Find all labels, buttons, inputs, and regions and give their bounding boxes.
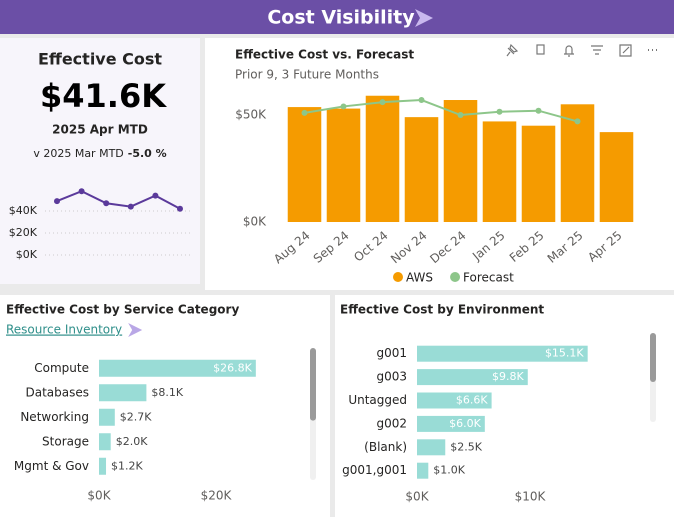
x-tick-label: $0K <box>405 490 429 504</box>
category-label: g001 <box>376 346 407 360</box>
header-title: Cost Visibility <box>267 7 415 29</box>
copy-icon[interactable] <box>536 44 545 55</box>
category-label: Mgmt & Gov <box>14 459 89 473</box>
forecast-panel <box>205 38 674 290</box>
value-label: $8.1K <box>151 386 183 399</box>
bar <box>417 345 588 362</box>
bar <box>326 108 361 222</box>
forecast-point <box>418 97 425 104</box>
bar <box>99 433 111 451</box>
y-tick-label: $50K <box>235 108 267 122</box>
bar <box>417 415 485 432</box>
forecast-point <box>379 99 386 106</box>
forecast-point <box>301 109 308 116</box>
bar <box>99 359 256 377</box>
bar <box>417 369 528 386</box>
value-label: $26.8K <box>213 361 252 374</box>
scrollbar-thumb[interactable] <box>310 348 316 421</box>
forecast-point <box>496 108 503 115</box>
bar <box>417 439 446 456</box>
bar <box>443 100 478 222</box>
forecast-point <box>457 112 464 118</box>
y-tick-label: $0K <box>243 215 267 229</box>
sparkline-point <box>78 188 85 195</box>
bar <box>482 121 517 222</box>
kpi-value: $41.6K <box>40 77 167 115</box>
category-label: Compute <box>34 361 89 375</box>
y-tick-label: $20K <box>9 226 38 239</box>
category-label: Databases <box>25 385 89 399</box>
bar <box>99 384 147 402</box>
bar <box>287 107 322 222</box>
value-label: $9.8K <box>492 370 524 383</box>
chart-title: Effective Cost by Service Category <box>6 303 239 317</box>
link-icon <box>128 323 143 337</box>
kpi-title: Effective Cost <box>38 50 162 69</box>
focus-icon[interactable] <box>619 44 632 57</box>
sparkline-point <box>127 203 134 210</box>
bar <box>404 117 439 222</box>
value-label: $1.0K <box>433 464 465 477</box>
y-tick-label: $0K <box>16 248 38 261</box>
scrollbar-thumb[interactable] <box>650 333 656 382</box>
sparkline-point <box>152 192 159 199</box>
header-icon <box>415 9 433 27</box>
sparkline-point <box>177 205 183 212</box>
kpi-panel <box>0 38 200 284</box>
filter-icon[interactable] <box>591 45 603 55</box>
category-label: Untagged <box>348 393 407 407</box>
link[interactable]: Resource Inventory <box>6 323 122 337</box>
category-label: (Blank) <box>364 440 407 454</box>
y-tick-label: $40K <box>9 204 38 217</box>
bar <box>417 462 429 479</box>
legend-label: AWS <box>406 271 433 285</box>
value-label: $2.0K <box>116 435 148 448</box>
value-label: $6.6K <box>456 394 488 407</box>
sparkline-point <box>54 198 60 205</box>
kpi-comparison: v 2025 Mar MTD <box>33 147 123 160</box>
legend-label: Forecast <box>463 271 514 285</box>
chart-title: Effective Cost vs. Forecast <box>235 48 414 62</box>
environment-panel <box>335 295 674 517</box>
category-label: g001,g001 <box>342 463 407 477</box>
sparkline <box>56 190 181 210</box>
legend-swatch <box>393 272 403 282</box>
x-tick-label: $10K <box>515 490 547 504</box>
bar <box>599 132 634 222</box>
category-label: g002 <box>376 416 407 430</box>
sparkline-point <box>103 200 110 207</box>
bar <box>417 392 492 409</box>
value-label: $2.5K <box>450 440 482 453</box>
category-label: Storage <box>42 434 89 448</box>
legend-swatch <box>450 272 461 282</box>
bar <box>365 95 400 222</box>
kpi-change: -5.0 % <box>128 147 167 160</box>
chart-subtitle: Prior 9, 3 Future Months <box>235 68 379 82</box>
pin-icon[interactable] <box>506 43 519 57</box>
x-tick-label: $0K <box>87 489 111 503</box>
chart-title: Effective Cost by Environment <box>340 303 544 317</box>
kpi-comparison-line: v 2025 Mar MTD -5.0 % <box>33 147 166 160</box>
forecast-point <box>340 103 347 110</box>
bar <box>521 125 556 222</box>
kpi-period: 2025 Apr MTD <box>52 123 148 137</box>
forecast-point <box>535 107 542 114</box>
header-bar <box>0 0 674 34</box>
category-label: Networking <box>20 410 89 424</box>
forecast-point <box>574 118 581 125</box>
bar <box>99 457 107 475</box>
value-label: $1.2K <box>111 459 143 472</box>
toolbar[interactable] <box>506 43 657 57</box>
category-label: g003 <box>376 370 407 384</box>
forecast-line <box>304 99 578 123</box>
service-panel <box>0 295 330 517</box>
value-label: $15.1K <box>545 347 584 360</box>
x-tick-label: $20K <box>201 489 233 503</box>
value-label: $2.7K <box>120 410 152 423</box>
alert-icon[interactable] <box>564 45 574 57</box>
bar <box>99 408 115 426</box>
value-label: $6.0K <box>449 417 481 430</box>
